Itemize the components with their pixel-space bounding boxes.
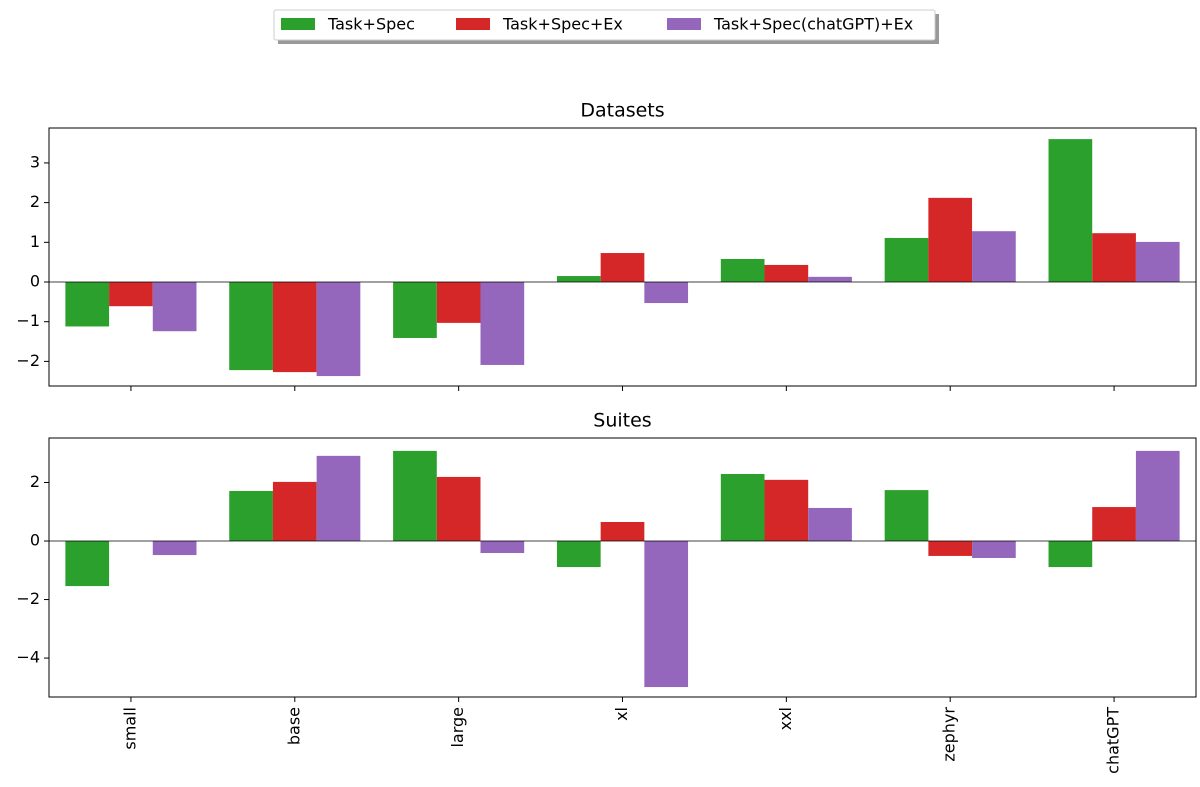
y-tick-label: 2: [30, 192, 40, 211]
bar: [600, 253, 645, 283]
x-tick-label: small: [120, 707, 139, 750]
bar: [1092, 233, 1136, 283]
x-tick-label: base: [284, 707, 303, 745]
subplot-title: Datasets: [580, 100, 664, 122]
bar: [644, 541, 689, 688]
bar: [229, 490, 273, 542]
x-tick-label: chatGPT: [1104, 707, 1123, 774]
bar: [393, 282, 437, 338]
y-tick-label: 2: [30, 472, 40, 491]
bar: [764, 479, 809, 542]
bar: [436, 282, 481, 323]
bar: [808, 507, 852, 542]
bar: [316, 455, 361, 542]
y-tick-label: −1: [16, 311, 40, 330]
legend-label: Task+Spec+Ex: [502, 15, 623, 34]
bar: [229, 282, 273, 371]
bar: [884, 237, 929, 283]
y-tick-label: −4: [16, 648, 40, 667]
bar: [556, 541, 601, 568]
bar: [272, 481, 317, 542]
bar: [928, 197, 973, 283]
bar: [152, 541, 197, 556]
x-tick-label: large: [448, 707, 467, 748]
bar: [884, 490, 929, 542]
axes-frame: [48, 437, 1197, 698]
legend-label: Task+Spec: [327, 15, 415, 34]
bar: [720, 258, 765, 283]
bar: [1135, 450, 1180, 542]
bar: [928, 541, 973, 556]
subplot-title: Suites: [593, 410, 651, 432]
y-tick-label: 1: [30, 232, 40, 251]
bar: [480, 541, 525, 554]
bar: [1092, 507, 1136, 542]
y-tick-label: 3: [30, 152, 40, 171]
bar: [1135, 241, 1180, 283]
bar: [393, 450, 437, 542]
bar: [316, 282, 361, 377]
bar: [1048, 139, 1093, 283]
legend-box: [273, 9, 936, 41]
bar: [152, 282, 197, 332]
y-tick-label: −2: [16, 351, 40, 370]
legend-label: Task+Spec(chatGPT)+Ex: [713, 15, 913, 34]
bar: [272, 282, 317, 373]
legend-swatch: [456, 18, 490, 30]
bar: [65, 541, 110, 587]
x-tick-label: zephyr: [940, 707, 959, 762]
bar: [808, 276, 852, 283]
bar: [65, 282, 110, 327]
axes-frame: [48, 127, 1197, 387]
x-tick-label: xl: [612, 707, 631, 721]
y-tick-label: −2: [16, 589, 40, 608]
bar: [972, 231, 1016, 283]
bar: [644, 282, 689, 304]
legend-swatch: [667, 18, 701, 30]
bar: [1048, 541, 1093, 568]
y-tick-label: 0: [30, 531, 40, 550]
y-tick-label: 0: [30, 272, 40, 291]
bar: [720, 473, 765, 542]
bar: [972, 541, 1016, 558]
x-tick-label: xxl: [776, 707, 795, 730]
bar: [436, 476, 481, 542]
bar: [764, 264, 809, 283]
bar: [480, 282, 525, 365]
bar: [109, 282, 153, 307]
legend-swatch: [281, 18, 315, 30]
bar: [556, 276, 601, 283]
bar: [600, 521, 645, 542]
